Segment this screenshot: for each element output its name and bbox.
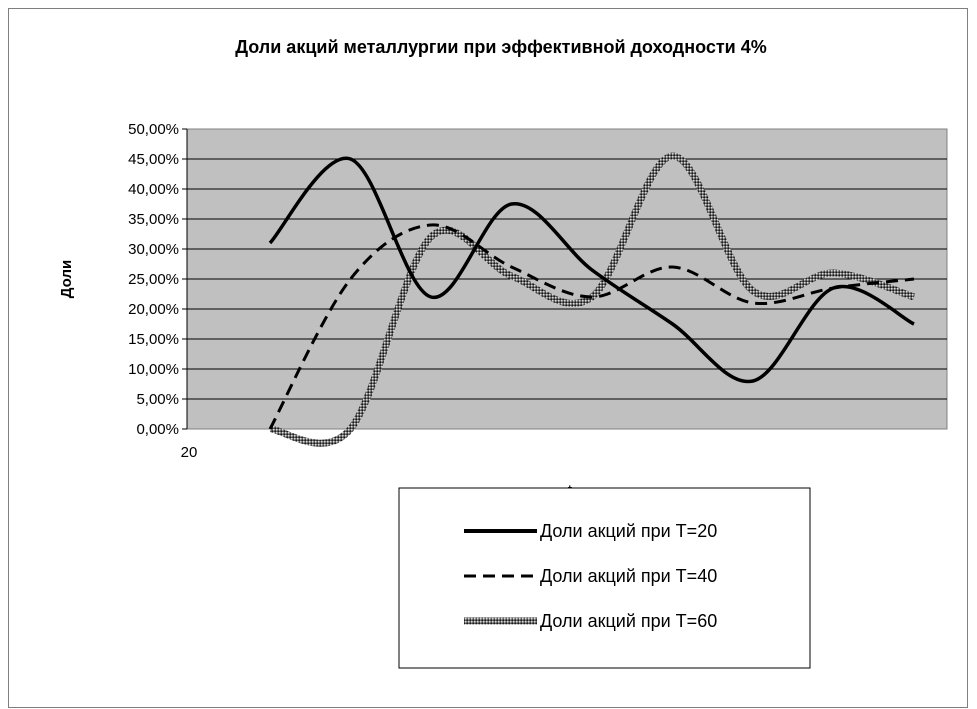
y-tick-label: 0,00% (136, 421, 179, 438)
legend-label: Доли акций при T=20 (540, 521, 717, 541)
y-tick-label: 10,00% (128, 361, 179, 378)
y-tick-label: 45,00% (128, 151, 179, 168)
chart-svg: Доли акций металлургии при эффективной д… (58, 37, 948, 669)
y-axis-ticks: 0,00% 5,00% 10,00% 15,00% 20,00% 25,00% 30,00%… (128, 121, 188, 438)
y-tick-label: 50,00% (128, 121, 179, 138)
series-layer (268, 152, 916, 447)
legend-label: Доли акций при T=60 (540, 611, 717, 631)
x-tick-label: 20 (181, 444, 198, 461)
series-line-2 (268, 223, 915, 430)
y-tick-label: 5,00% (136, 391, 179, 408)
y-tick-label: 25,00% (128, 271, 179, 288)
series-line-1 (268, 156, 915, 384)
y-tick-label: 35,00% (128, 211, 179, 228)
legend: Доли акций при T=20 Доли акций при T=40 До… (398, 487, 811, 669)
y-tick-label: 30,00% (128, 241, 179, 258)
legend-box (398, 487, 811, 669)
y-tick-label: 40,00% (128, 181, 179, 198)
gridlines (187, 158, 947, 400)
chart-frame: Доли акций металлургии при эффективной д… (8, 8, 968, 708)
legend-label: Доли акций при T=40 (540, 566, 717, 586)
y-tick-label: 15,00% (128, 331, 179, 348)
y-tick-label: 20,00% (128, 301, 179, 318)
chart-title: Доли акций металлургии при эффективной д… (235, 37, 767, 57)
y-axis-label: Доли (58, 260, 75, 298)
